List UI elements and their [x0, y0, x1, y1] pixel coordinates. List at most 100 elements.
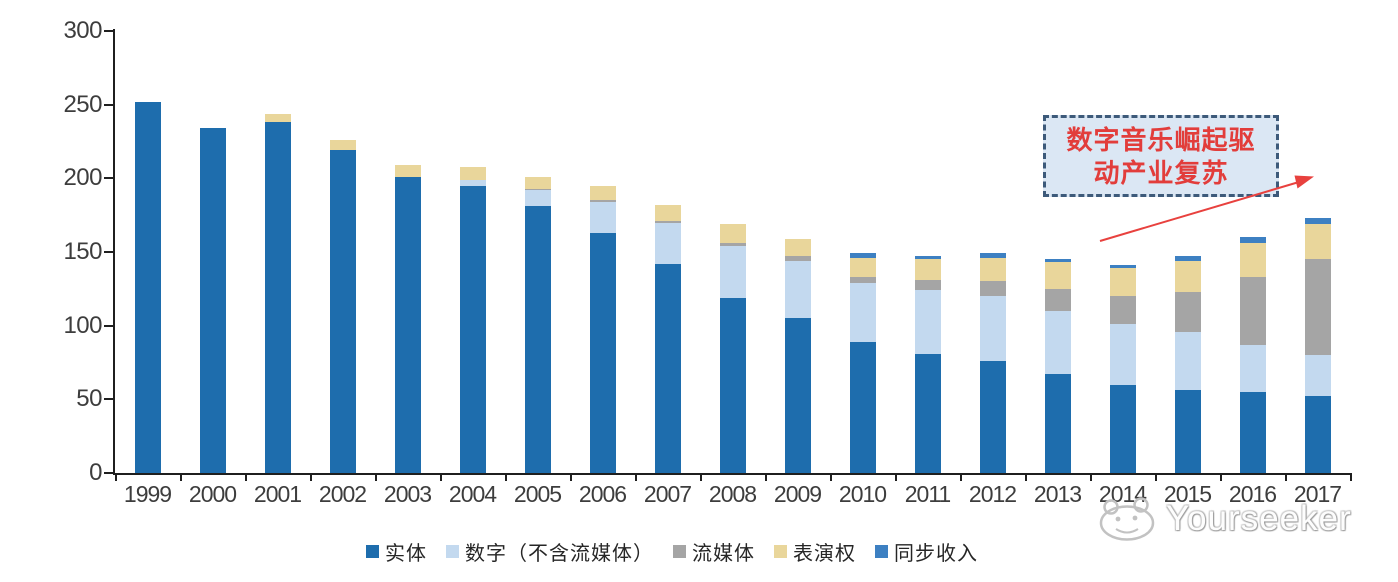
y-axis-label: 200: [63, 164, 102, 192]
bar-segment-digital-excl-streaming: [654, 222, 681, 264]
bar-segment-streaming: [1304, 259, 1331, 356]
bar-segment-performance-rights: [1044, 262, 1071, 289]
x-tick: [700, 475, 702, 481]
bar-segment-digital-excl-streaming: [459, 179, 486, 186]
bar-segment-physical: [914, 353, 941, 473]
legend-item-sync-revenue: 同步收入: [875, 537, 978, 566]
bar-segment-digital-excl-streaming: [1174, 331, 1201, 391]
x-axis-label: 2001: [253, 481, 302, 507]
bar-segment-physical: [1304, 396, 1331, 473]
x-tick: [570, 475, 572, 481]
bar-segment-digital-excl-streaming: [1239, 344, 1266, 392]
bar-segment-sync-revenue: [1109, 265, 1136, 269]
y-axis-line: [113, 29, 115, 475]
legend-item-digital-excl-streaming: 数字（不含流媒体）: [446, 537, 654, 566]
bar-segment-physical: [459, 185, 486, 473]
legend-item-streaming: 流媒体: [673, 537, 755, 566]
bar-segment-streaming: [719, 243, 746, 247]
bar-segment-digital-excl-streaming: [1304, 355, 1331, 397]
x-tick: [375, 475, 377, 481]
x-tick: [765, 475, 767, 481]
x-tick: [1155, 475, 1157, 481]
bar-segment-physical: [1109, 384, 1136, 473]
bar-segment-performance-rights: [849, 257, 876, 278]
legend-swatch: [774, 545, 787, 558]
x-tick: [1220, 475, 1222, 481]
bar-segment-digital-excl-streaming: [979, 296, 1006, 361]
x-tick: [310, 475, 312, 481]
x-tick: [1350, 475, 1352, 481]
bar-segment-digital-excl-streaming: [524, 190, 551, 207]
bar-segment-digital-excl-streaming: [719, 246, 746, 298]
annotation-text-line1: 数字音乐崛起驱: [1066, 126, 1256, 155]
x-axis-label: 2012: [968, 481, 1017, 507]
x-axis-label: 2017: [1293, 481, 1342, 507]
y-tick: [104, 103, 113, 106]
bar-segment-physical: [394, 176, 421, 473]
bar-segment-sync-revenue: [1174, 256, 1201, 261]
bar-segment-physical: [719, 297, 746, 473]
bar-segment-physical: [654, 263, 681, 473]
bar-segment-performance-rights: [719, 224, 746, 244]
bar-segment-performance-rights: [979, 257, 1006, 282]
bar-segment-sync-revenue: [1304, 218, 1331, 224]
bar-segment-physical: [1174, 390, 1201, 473]
legend-swatch: [366, 545, 379, 558]
x-tick: [245, 475, 247, 481]
x-axis-label: 2011: [904, 481, 951, 507]
chart-legend: 实体 数字（不含流媒体） 流媒体 表演权 同步收入: [366, 537, 978, 566]
bar-segment-streaming: [1044, 288, 1071, 311]
bar-segment-streaming: [654, 221, 681, 223]
legend-item-physical: 实体: [366, 537, 427, 566]
bar-segment-physical: [264, 122, 291, 473]
bar-segment-streaming: [1109, 296, 1136, 325]
x-axis-label: 2002: [318, 481, 367, 507]
x-axis-label: 2003: [383, 481, 432, 507]
bar-segment-performance-rights: [329, 140, 356, 151]
bar-segment-physical: [849, 341, 876, 473]
watermark-logo-icon: [1099, 497, 1155, 541]
bar-segment-streaming: [1239, 277, 1266, 345]
bar-segment-physical: [134, 101, 161, 473]
bar-segment-performance-rights: [784, 238, 811, 257]
bar-segment-performance-rights: [589, 185, 616, 201]
bar-segment-performance-rights: [1239, 243, 1266, 278]
x-axis-label: 1999: [123, 481, 172, 507]
y-axis-label: 300: [63, 17, 102, 44]
legend-label: 流媒体: [692, 543, 755, 565]
bar-segment-digital-excl-streaming: [784, 260, 811, 319]
bar-segment-performance-rights: [394, 165, 421, 177]
x-tick: [960, 475, 962, 481]
x-axis-line: [113, 473, 1352, 475]
x-axis-label: 2010: [838, 481, 887, 507]
y-axis-label: 50: [76, 385, 102, 413]
x-axis-label: 2006: [578, 481, 627, 507]
bar-segment-performance-rights: [1109, 268, 1136, 297]
x-axis-label: 2008: [708, 481, 757, 507]
x-tick: [505, 475, 507, 481]
bar-segment-streaming: [524, 188, 551, 191]
bar-segment-digital-excl-streaming: [1044, 310, 1071, 375]
y-tick: [104, 472, 113, 474]
legend-label: 实体: [385, 543, 427, 565]
x-tick: [1025, 475, 1027, 481]
x-axis-label: 2016: [1228, 481, 1277, 507]
annotation-text-line2: 动产业复苏: [1093, 159, 1229, 188]
bar-segment-performance-rights: [1174, 260, 1201, 292]
bar-segment-streaming: [914, 279, 941, 291]
bar-segment-physical: [199, 128, 226, 473]
y-axis-label: 0: [89, 459, 102, 486]
x-axis-label: 2013: [1033, 481, 1082, 507]
bar-segment-performance-rights: [914, 259, 941, 280]
bar-segment-streaming: [979, 281, 1006, 297]
bar-segment-digital-excl-streaming: [914, 290, 941, 354]
y-tick: [104, 251, 113, 253]
x-tick: [830, 475, 832, 481]
legend-label: 表演权: [793, 543, 856, 565]
bar-segment-digital-excl-streaming: [1109, 324, 1136, 385]
y-tick: [104, 30, 113, 32]
legend-swatch: [673, 545, 686, 558]
bar-segment-streaming: [589, 200, 616, 202]
y-tick: [104, 324, 113, 327]
